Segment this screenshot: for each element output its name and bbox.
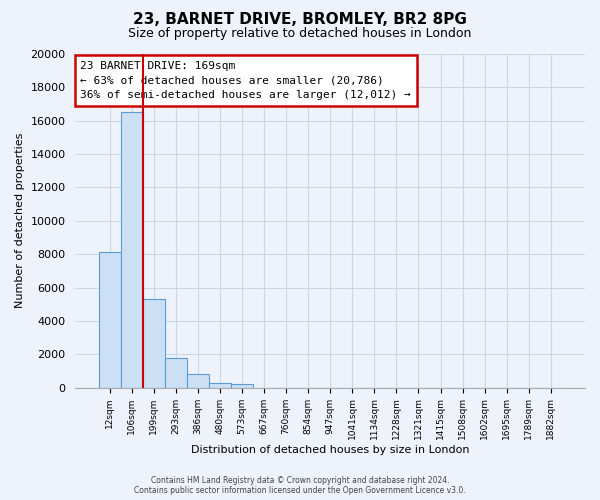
Bar bbox=[121, 112, 143, 388]
Bar bbox=[231, 384, 253, 388]
Bar bbox=[143, 299, 165, 388]
Bar bbox=[187, 374, 209, 388]
Y-axis label: Number of detached properties: Number of detached properties bbox=[15, 133, 25, 308]
Bar bbox=[209, 382, 231, 388]
Text: Size of property relative to detached houses in London: Size of property relative to detached ho… bbox=[128, 28, 472, 40]
Text: Contains HM Land Registry data © Crown copyright and database right 2024.
Contai: Contains HM Land Registry data © Crown c… bbox=[134, 476, 466, 495]
Text: 23, BARNET DRIVE, BROMLEY, BR2 8PG: 23, BARNET DRIVE, BROMLEY, BR2 8PG bbox=[133, 12, 467, 28]
Bar bbox=[98, 252, 121, 388]
Bar bbox=[165, 358, 187, 388]
Text: 23 BARNET DRIVE: 169sqm
← 63% of detached houses are smaller (20,786)
36% of sem: 23 BARNET DRIVE: 169sqm ← 63% of detache… bbox=[80, 60, 411, 100]
X-axis label: Distribution of detached houses by size in London: Distribution of detached houses by size … bbox=[191, 445, 469, 455]
